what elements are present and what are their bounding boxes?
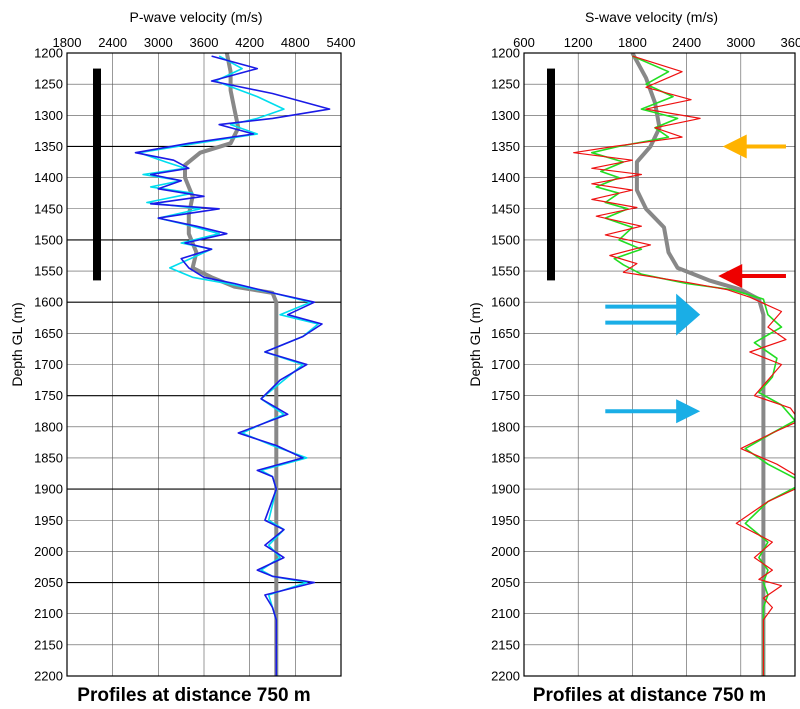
y-tick-label: 2100: [34, 606, 63, 621]
plot-frame: [66, 52, 342, 677]
y-tick-label: 1300: [34, 108, 63, 123]
y-tick-label: 1850: [491, 450, 520, 465]
y-tick-label: 1850: [34, 450, 63, 465]
y-tick-label: 1800: [491, 419, 520, 434]
y-tick-label: 1550: [34, 264, 63, 279]
panel-left: 1800 2400 3000 3600 4200 4800 5400 1200 1250 1300…: [9, 9, 355, 706]
x-tick-label: 4800: [281, 35, 310, 50]
y-tick-label: 2150: [491, 637, 520, 652]
y-tick-label: 1450: [491, 201, 520, 216]
y-tick-label: 1250: [491, 77, 520, 92]
y-tick-label: 2050: [34, 575, 63, 590]
x-tick-label: 1800: [618, 35, 647, 50]
y-tick-label: 1350: [34, 139, 63, 154]
y-tick-label: 1200: [34, 46, 63, 61]
y-tick-label: 1750: [491, 388, 520, 403]
x-tick-label: 4200: [235, 35, 264, 50]
x-tick-label: 3600: [781, 35, 800, 50]
series-line-1: [591, 55, 795, 676]
y-tick-label: 1700: [491, 357, 520, 372]
y-tick-label: 1750: [34, 388, 63, 403]
y-tick-label: 2000: [491, 544, 520, 559]
panel-caption: Profiles at distance 750 m: [533, 685, 766, 706]
y-tick-label: 2100: [491, 606, 520, 621]
y-tick-label: 2050: [491, 575, 520, 590]
y-tick-label: 1500: [491, 232, 520, 247]
y-tick-label: 1350: [491, 139, 520, 154]
series-line-2: [134, 55, 331, 676]
y-tick-label: 1900: [34, 482, 63, 497]
x-tick-label: 3000: [726, 35, 755, 50]
x-tick-label: 5400: [327, 35, 356, 50]
y-tick-label: 1950: [34, 513, 63, 528]
arrow-head-3: [676, 399, 701, 424]
y-tick-label: 1300: [491, 108, 520, 123]
y-tick-label: 1400: [34, 170, 63, 185]
y-tick-label: 1650: [491, 326, 520, 341]
y-tick-label: 1450: [34, 201, 63, 216]
y-tick-label: 1650: [34, 326, 63, 341]
y-tick-label: 1200: [491, 46, 520, 61]
y-tick-label: 1600: [34, 295, 63, 310]
plot-frame: [523, 52, 796, 677]
y-tick-label: 1800: [34, 419, 63, 434]
series-line-2: [573, 55, 795, 676]
arrow-head-0: [722, 134, 747, 159]
arrow-head-2: [676, 293, 701, 336]
depth-interval-bar: [547, 68, 555, 281]
y-tick-label: 2000: [34, 544, 63, 559]
depth-interval-bar: [93, 68, 101, 281]
y-tick-label: 1400: [491, 170, 520, 185]
y-tick-label: 1250: [34, 77, 63, 92]
x-tick-label: 2400: [672, 35, 701, 50]
y-tick-label: 2150: [34, 637, 63, 652]
panel-caption: Profiles at distance 750 m: [77, 685, 310, 706]
x-tick-label: 1200: [564, 35, 593, 50]
chart-title: P-wave velocity (m/s): [129, 9, 262, 25]
x-tick-label: 600: [513, 35, 535, 50]
y-tick-label: 2200: [34, 669, 63, 684]
y-tick-label: 1900: [491, 482, 520, 497]
y-tick-label: 1950: [491, 513, 520, 528]
y-tick-label: 1700: [34, 357, 63, 372]
x-tick-label: 2400: [98, 35, 127, 50]
y-tick-label: 1550: [491, 264, 520, 279]
x-tick-label: 1800: [53, 35, 82, 50]
y-tick-label: 1500: [34, 232, 63, 247]
series-line-0: [183, 53, 279, 676]
y-axis-label: Depth GL (m): [9, 302, 25, 386]
y-axis-label: Depth GL (m): [467, 302, 483, 386]
x-tick-label: 3600: [190, 35, 219, 50]
chart-title: S-wave velocity (m/s): [585, 9, 718, 25]
y-tick-label: 2200: [491, 669, 520, 684]
x-tick-label: 3000: [144, 35, 173, 50]
panel-right: 6001200180024003000360012001250130013501…: [467, 9, 800, 706]
arrow-head-1: [718, 264, 743, 289]
y-tick-label: 1600: [491, 295, 520, 310]
